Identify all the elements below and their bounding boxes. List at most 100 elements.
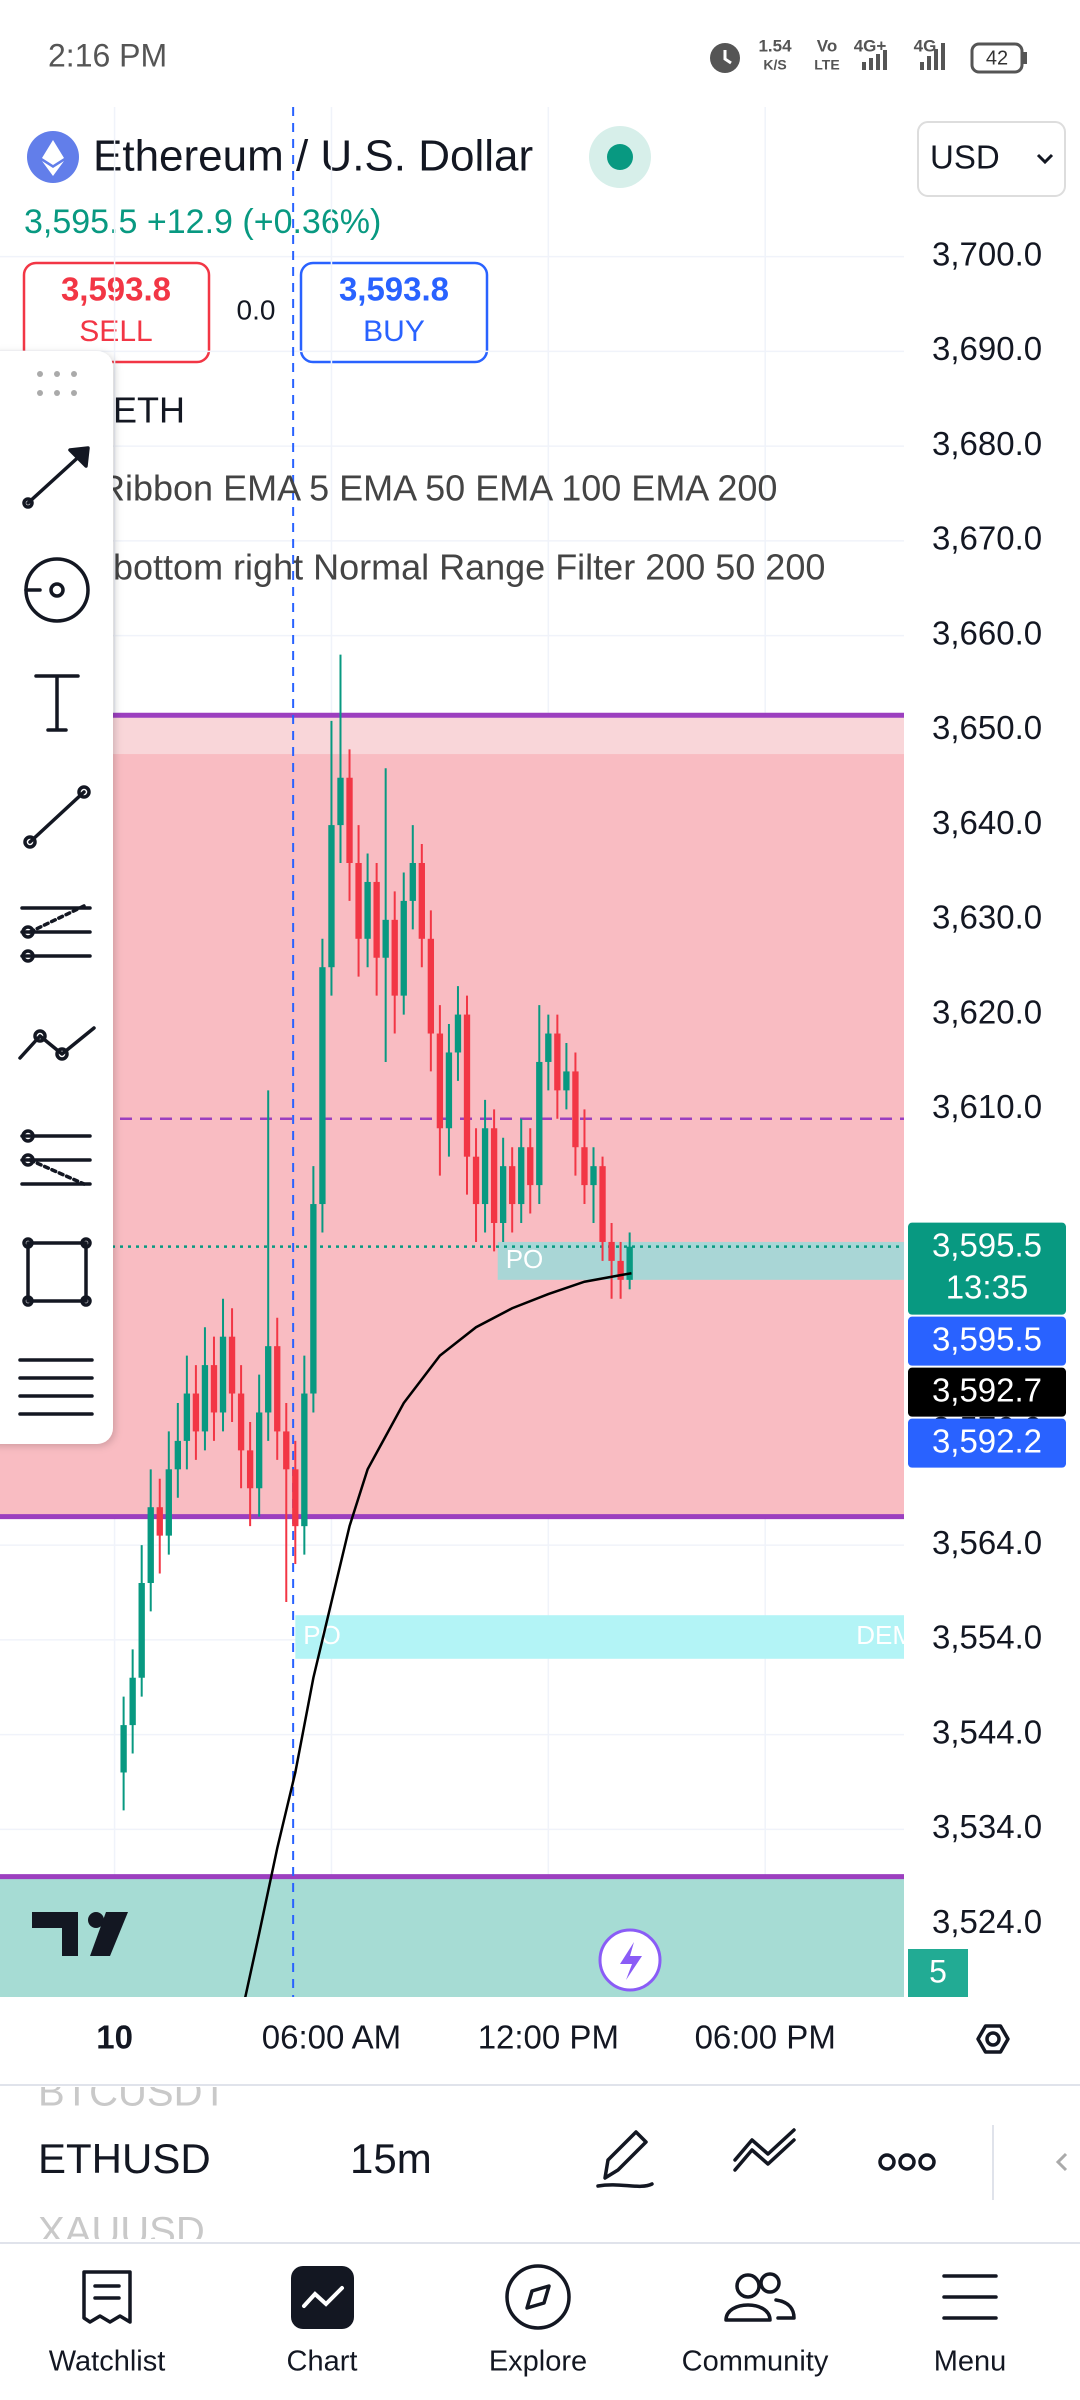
symbol-title[interactable]: Ethereum / U.S. Dollar <box>93 132 533 181</box>
battery <box>970 42 1024 74</box>
currency-select[interactable] <box>917 121 1066 197</box>
candle-body <box>364 881 371 939</box>
tool-pattern[interactable] <box>18 1026 96 1061</box>
badge <box>908 1949 968 1997</box>
tool-text[interactable] <box>34 674 80 732</box>
change: +12.9 <box>147 203 233 241</box>
candle-body <box>536 1061 543 1186</box>
candle-body <box>590 1166 597 1186</box>
menu-icon[interactable] <box>942 2274 998 2320</box>
nav-chart[interactable]: Chart <box>287 2346 358 2378</box>
tool-line[interactable] <box>23 785 91 849</box>
legend-indicator[interactable]: bottom right Normal Range Filter 200 50 … <box>113 547 825 588</box>
tool-more[interactable] <box>18 1358 94 1416</box>
interval[interactable]: 15m <box>350 2135 432 2182</box>
sim2-type: 4G <box>914 36 937 55</box>
tool-projection[interactable] <box>20 1129 92 1186</box>
candle-body <box>427 938 435 1034</box>
candle-body <box>373 881 380 958</box>
indicators-button[interactable] <box>733 2128 796 2172</box>
candle-body <box>183 1393 191 1441</box>
candle-body <box>481 1128 489 1205</box>
y-tick-label: 3,564.0 <box>932 1524 1042 1561</box>
ema-line <box>244 1271 632 1997</box>
next-symbol[interactable]: XAUUSD <box>38 2210 205 2254</box>
candle-body <box>400 900 407 996</box>
legend-indicator[interactable]: Ribbon EMA 5 EMA 50 EMA 100 EMA 200 <box>99 468 777 509</box>
signal-2 <box>920 43 945 70</box>
candle-body <box>210 1365 218 1413</box>
chart-icon[interactable] <box>291 2266 354 2329</box>
y-tick-label: 3,690.0 <box>932 330 1042 367</box>
net-unit: K/S <box>763 57 786 73</box>
net-type: Vo <box>817 36 837 55</box>
sell-price: 3,593.8 <box>61 271 171 308</box>
candle-body <box>355 863 362 939</box>
status-time: 2:16 PM <box>48 37 167 73</box>
candle-body <box>319 967 326 1205</box>
candle-body <box>120 1725 127 1773</box>
community-icon[interactable] <box>724 2272 796 2322</box>
y-tick-label: 3,650.0 <box>932 709 1042 746</box>
nav-community[interactable]: Community <box>682 2346 829 2378</box>
legend-clip: bottom right Normal Range Filter 200 50 … <box>113 547 825 588</box>
zone-label: DEM <box>856 1620 914 1650</box>
zone-label: PO <box>506 1244 544 1274</box>
price-tag-label: 3,595.5 <box>932 1320 1042 1357</box>
candle-body <box>165 1469 172 1536</box>
battery-tip <box>1023 52 1027 64</box>
sell-label: SELL <box>79 315 152 348</box>
battery-level: 42 <box>986 47 1008 69</box>
prev-symbol[interactable]: BTCUSDT <box>38 2071 227 2115</box>
settings-button[interactable] <box>976 2024 1010 2054</box>
candle-body <box>228 1336 236 1394</box>
y-tick-label: 3,544.0 <box>932 1713 1042 1750</box>
tool-brush[interactable] <box>24 557 90 623</box>
draw-button[interactable] <box>596 2130 654 2189</box>
x-tick-label: 10 <box>96 2019 133 2056</box>
drawing-toolbar <box>0 351 113 1444</box>
y-tick-label: 3,700.0 <box>932 235 1042 272</box>
chart-icon-line <box>302 2286 344 2308</box>
y-tick-label: 3,640.0 <box>932 804 1042 841</box>
tool-fib[interactable] <box>20 904 92 963</box>
y-tick-label: 3,524.0 <box>932 1903 1042 1940</box>
price-tag <box>908 1222 1066 1315</box>
price-tag-label: 3,592.2 <box>932 1422 1042 1459</box>
candle-body <box>409 863 416 901</box>
legend-symbol[interactable]: ETH <box>113 390 185 431</box>
tv-logo <box>32 1912 128 1956</box>
collapse-button[interactable] <box>1055 2152 1068 2172</box>
zone <box>0 1876 904 1997</box>
candle-body <box>454 1014 462 1053</box>
sell-button[interactable] <box>22 261 211 364</box>
candle-body <box>138 1583 145 1678</box>
explore-icon[interactable] <box>505 2264 571 2330</box>
watchlist-icon[interactable] <box>82 2270 132 2324</box>
buy-button[interactable] <box>299 261 489 364</box>
candle-body <box>418 863 425 939</box>
candle-body <box>391 919 398 996</box>
y-tick-label: 3,554.0 <box>932 1619 1042 1656</box>
candle-body <box>472 1156 480 1205</box>
symbol[interactable]: ETHUSD <box>38 2135 211 2182</box>
y-tick-label: 3,680.0 <box>932 425 1042 462</box>
tool-shapes[interactable] <box>22 1237 92 1307</box>
candle-body <box>599 1166 606 1242</box>
candle-body <box>490 1128 498 1223</box>
candle-body <box>147 1507 154 1583</box>
drag-handle <box>37 371 77 396</box>
more-button[interactable] <box>878 2153 936 2171</box>
market-status-dot <box>607 144 633 170</box>
candle-body <box>174 1440 181 1470</box>
nav-menu[interactable]: Menu <box>934 2346 1007 2378</box>
nav-explore[interactable]: Explore <box>489 2346 587 2378</box>
price-tag-label: 3,595.5 <box>932 1226 1042 1263</box>
y-tick-label: 3,620.0 <box>932 993 1042 1030</box>
tool-arrow[interactable] <box>22 446 90 509</box>
candle-body <box>527 1147 534 1186</box>
candle-body <box>292 1469 299 1527</box>
x-tick-label: 12:00 PM <box>478 2019 619 2056</box>
nav-watchlist[interactable]: Watchlist <box>49 2346 166 2378</box>
candle-body <box>256 1412 263 1489</box>
